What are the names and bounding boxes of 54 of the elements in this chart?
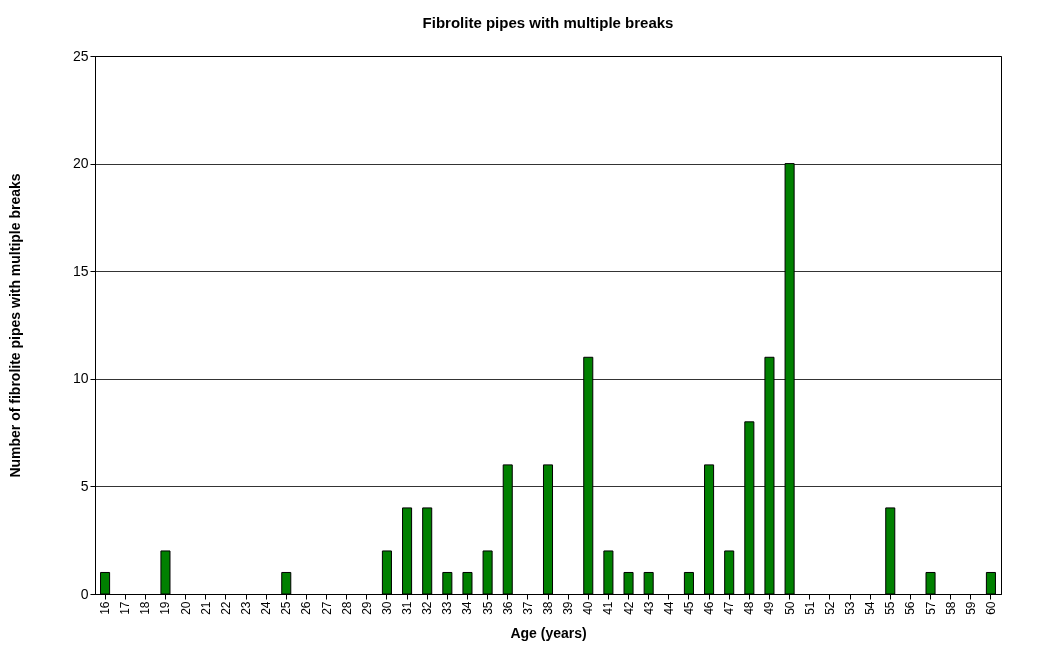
x-tick-label: 26 [299, 601, 314, 615]
x-tick-label: 47 [722, 601, 737, 615]
x-tick-label: 29 [359, 601, 374, 615]
x-tick-label: 50 [782, 601, 797, 615]
y-tick-label: 0 [80, 585, 89, 602]
x-tick-label: 16 [98, 601, 113, 615]
x-tick-label: 36 [500, 601, 515, 615]
x-tick-label: 27 [319, 601, 334, 615]
x-tick-label: 37 [520, 601, 535, 615]
x-tick-label: 32 [420, 601, 435, 615]
x-tick-label: 33 [440, 601, 455, 615]
x-tick-label: 53 [843, 601, 857, 615]
x-tick-label: 41 [601, 601, 616, 615]
x-tick-label: 43 [641, 601, 656, 615]
x-tick-label: 34 [460, 601, 475, 615]
x-tick-label: 60 [983, 601, 998, 615]
x-tick-label: 57 [923, 601, 938, 615]
x-tick-label: 45 [681, 601, 696, 615]
y-tick-label: 25 [72, 47, 89, 64]
x-tick-label: 35 [480, 601, 495, 615]
x-tick-label: 40 [581, 601, 596, 615]
x-tick-label: 52 [822, 601, 837, 615]
y-tick-label: 5 [80, 477, 89, 494]
x-tick-label: 19 [158, 601, 173, 615]
x-tick-label: 42 [621, 601, 636, 615]
x-tick-label: 56 [903, 601, 918, 615]
x-tick-label: 59 [963, 601, 978, 615]
x-tick-label: 58 [943, 601, 958, 615]
x-tick-label: 48 [742, 601, 757, 615]
x-tick-label: 31 [400, 601, 415, 615]
x-tick-label: 20 [178, 601, 193, 615]
x-tick-label: 17 [118, 601, 133, 615]
y-tick-label: 10 [72, 370, 89, 387]
x-tick-label: 39 [561, 601, 576, 615]
x-tick-label: 18 [138, 601, 153, 615]
x-tick-label: 51 [802, 601, 817, 615]
x-tick-label: 55 [883, 601, 898, 615]
x-tick-label: 22 [218, 601, 233, 615]
x-tick-label: 21 [198, 601, 213, 615]
x-tick-label: 44 [661, 601, 676, 615]
x-tick-label: 49 [762, 601, 777, 615]
x-tick-label: 46 [702, 601, 717, 615]
x-axis-title: Age (years) [510, 624, 587, 641]
x-tick-label: 28 [339, 601, 354, 615]
y-axis-title: Number of fibrolite pipes with multiple breaks [6, 173, 23, 478]
y-tick-label: 20 [72, 155, 89, 172]
x-tick-label: 23 [239, 601, 253, 615]
x-tick-label: 38 [541, 601, 555, 615]
chart-title: Fibrolite pipes with multiple breaks [422, 14, 674, 31]
x-tick-label: 54 [863, 601, 878, 615]
y-tick-label: 15 [72, 262, 89, 279]
x-tick-label: 30 [379, 601, 394, 615]
x-tick-label: 25 [279, 601, 294, 615]
x-tick-label: 24 [259, 601, 274, 615]
